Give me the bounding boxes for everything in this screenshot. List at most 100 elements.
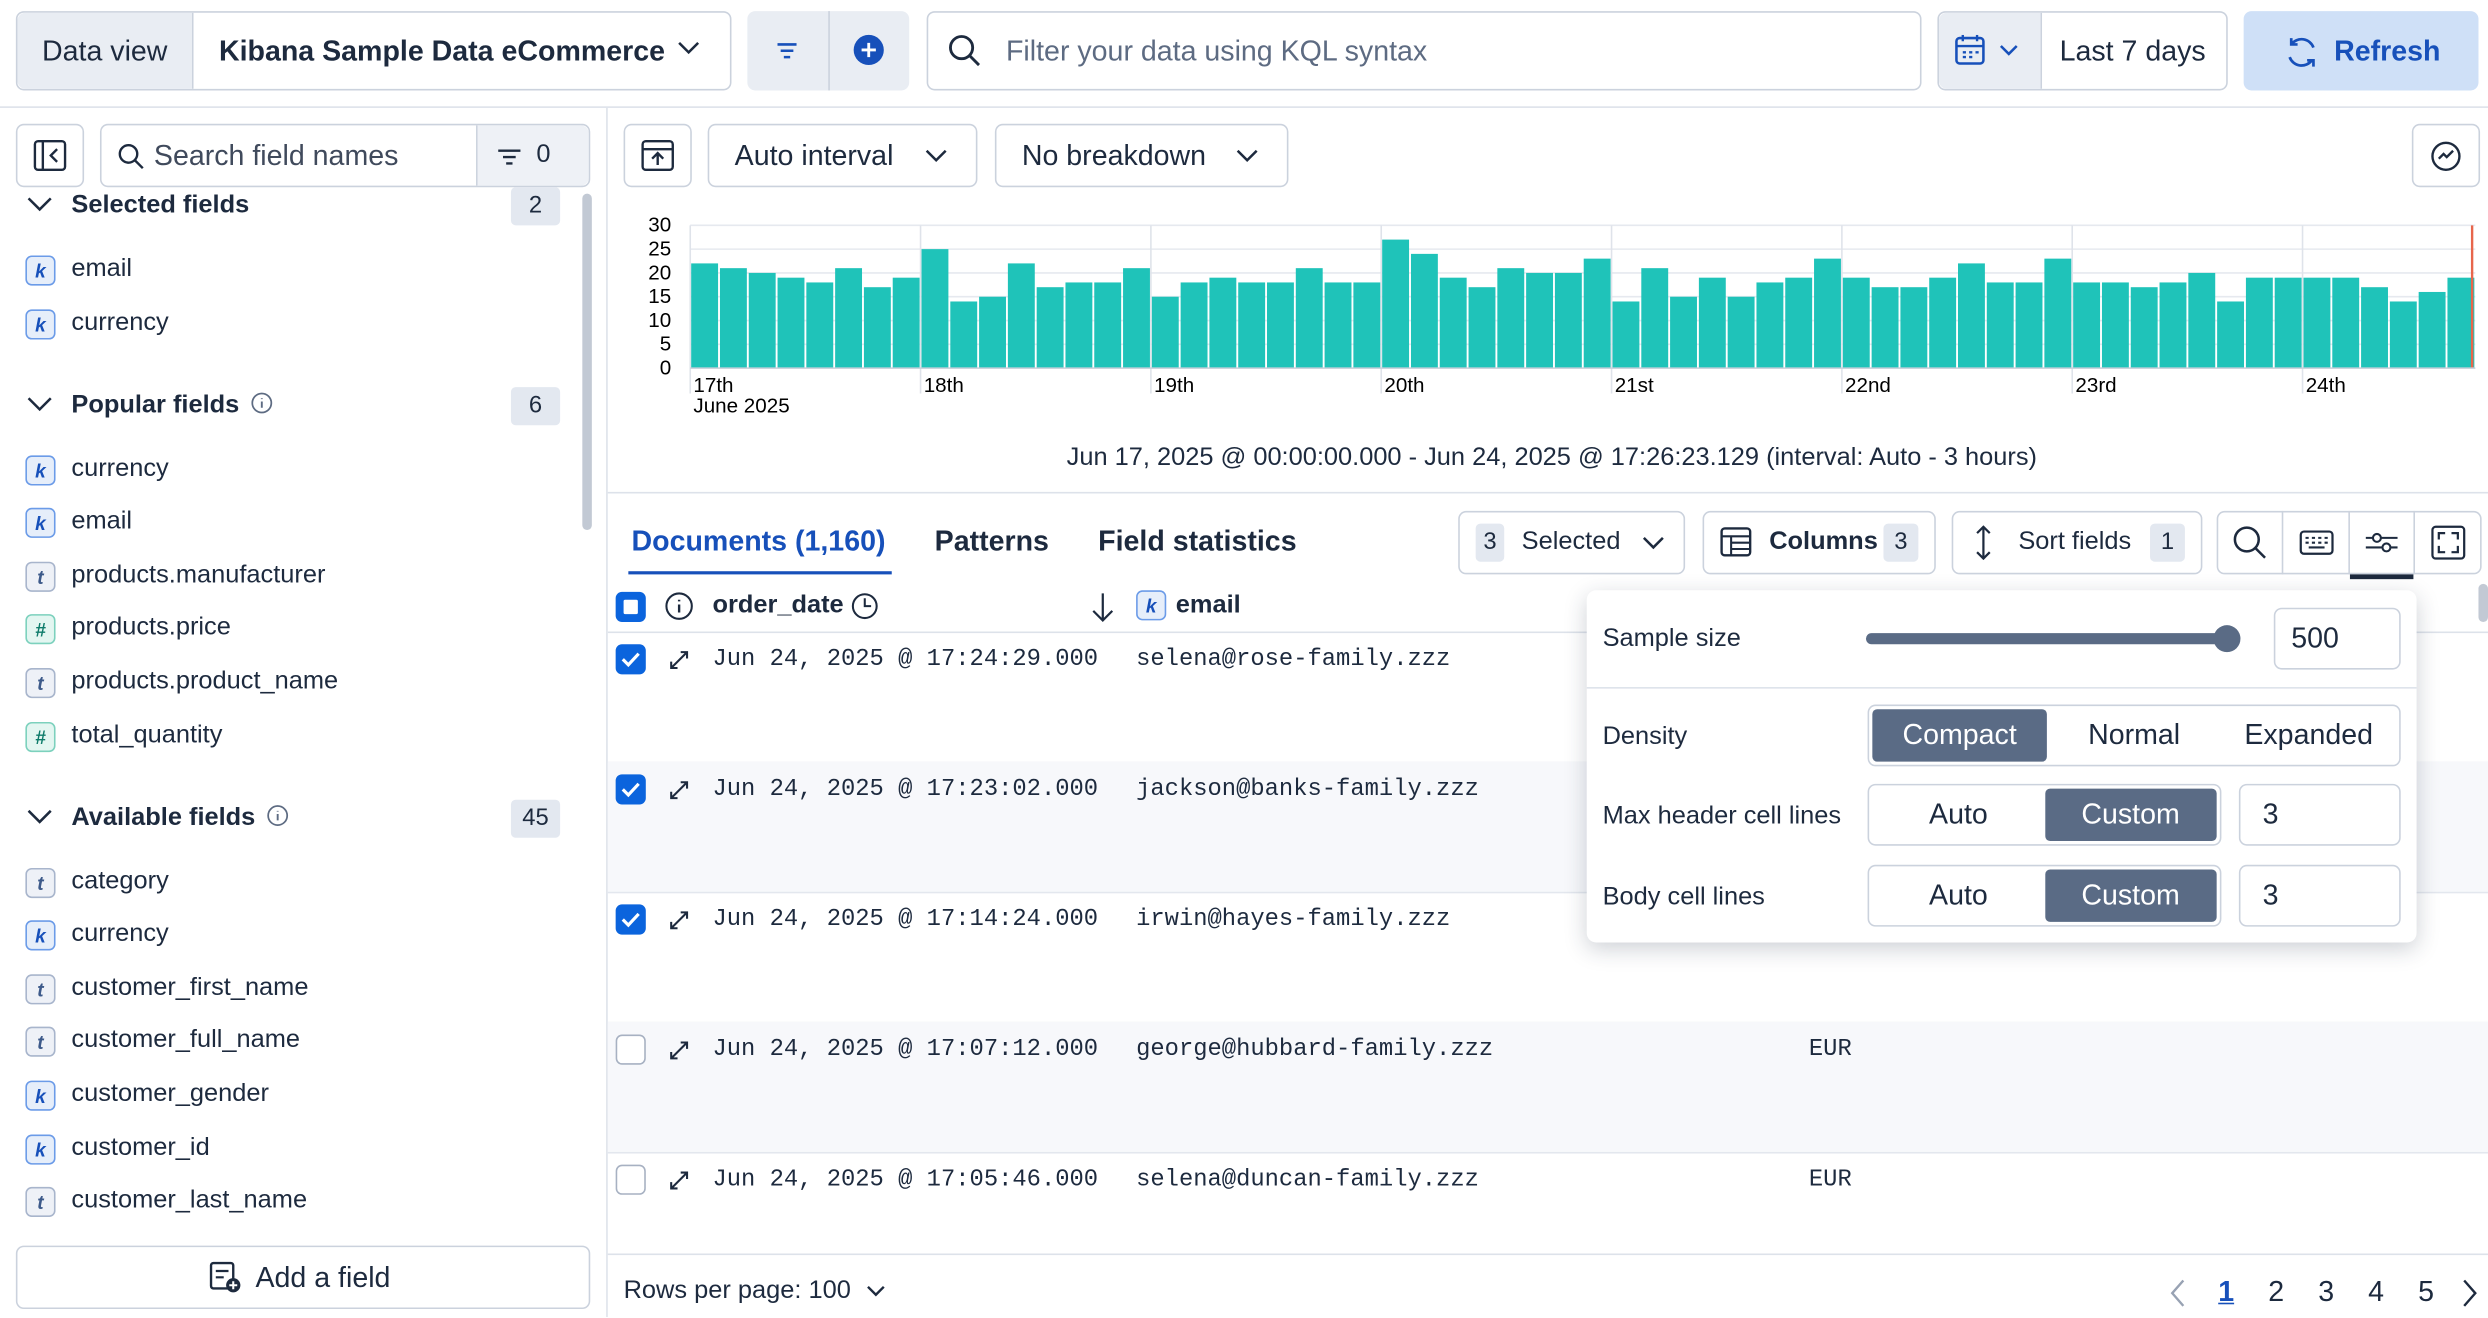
field-name[interactable]: products.product_name	[71, 668, 339, 695]
expand-row[interactable]	[666, 1168, 691, 1193]
group-toggle[interactable]	[27, 807, 52, 826]
cell-order-date: Jun 24, 2025 @ 17:05:46.000	[712, 1166, 1099, 1194]
sort-desc-icon[interactable]	[1090, 592, 1115, 624]
expand-row[interactable]	[666, 1038, 691, 1063]
tab[interactable]: Patterns	[934, 525, 1049, 557]
page-link[interactable]: 4	[2368, 1275, 2385, 1308]
field-name[interactable]: customer_full_name	[71, 1027, 301, 1055]
field-type-badge: t	[25, 1027, 56, 1058]
date-quick-menu[interactable]	[1938, 12, 2043, 89]
option-button[interactable]: Auto	[1929, 879, 1988, 911]
option-button[interactable]: Expanded	[2244, 718, 2374, 751]
data-view-name[interactable]: Kibana Sample Data eCommerce	[218, 34, 666, 67]
divider	[1586, 687, 2417, 689]
row-checkbox[interactable]	[615, 1164, 646, 1195]
bar	[2188, 272, 2216, 369]
sample-size-value: 500	[2291, 621, 2339, 654]
keyboard-icon[interactable]	[2299, 528, 2334, 557]
field-name[interactable]: category	[71, 867, 169, 895]
chevron	[1642, 537, 1664, 550]
add-field-button[interactable]	[15, 1245, 591, 1310]
group-toggle[interactable]	[27, 394, 52, 413]
search-grid-icon[interactable]	[2231, 524, 2269, 562]
field-name[interactable]: customer_first_name	[71, 973, 309, 1001]
field-name[interactable]: email	[71, 508, 133, 536]
sample-size-label: Sample size	[1602, 625, 1741, 653]
sample-size-input[interactable]: 500	[2273, 607, 2401, 670]
expand-row[interactable]	[666, 777, 691, 802]
fullscreen-icon[interactable]	[2431, 525, 2466, 560]
option-button[interactable]: Normal	[2088, 718, 2181, 751]
bar	[1554, 272, 1582, 369]
field-name[interactable]: customer_gender	[71, 1080, 269, 1108]
expand-row[interactable]	[666, 908, 691, 933]
page-link[interactable]: 2	[2268, 1275, 2285, 1308]
bar	[2130, 287, 2158, 369]
cell-email: irwin@hayes-family.zzz	[1136, 906, 1451, 933]
field-filter[interactable]	[476, 125, 589, 186]
page-link[interactable]: 1	[2218, 1275, 2235, 1308]
field-name[interactable]: currency	[71, 454, 169, 482]
filter-icon[interactable]	[773, 38, 802, 63]
bar	[1468, 287, 1496, 369]
display-settings-icon[interactable]	[2364, 527, 2399, 559]
rows-per-page[interactable]: Rows per page: 100	[623, 1277, 851, 1305]
row-checkbox[interactable]	[615, 904, 646, 935]
refresh-label: Refresh	[2334, 34, 2441, 67]
y-tick-label: 10	[648, 309, 671, 332]
row-checkbox[interactable]	[615, 644, 646, 675]
field-type-badge: k	[25, 1080, 56, 1111]
option-button[interactable]: Custom	[2044, 869, 2217, 922]
field-name[interactable]: customer_last_name	[71, 1187, 308, 1215]
option-button[interactable]: Compact	[1872, 709, 2047, 762]
group-count: 2	[510, 187, 561, 226]
info-icon[interactable]	[250, 391, 272, 413]
page-link[interactable]: 5	[2418, 1275, 2435, 1308]
expand-row[interactable]	[666, 647, 691, 672]
sample-size-slider[interactable]	[1865, 633, 2228, 645]
column-header[interactable]: order_date	[712, 591, 844, 619]
field-name[interactable]: products.manufacturer	[71, 561, 326, 589]
group-count: 45	[510, 799, 561, 838]
tab[interactable]: Field statistics	[1098, 525, 1297, 557]
breakdown-select[interactable]: No breakdown	[994, 123, 1289, 188]
field-name[interactable]: customer_id	[71, 1133, 210, 1161]
group-title[interactable]: Popular fields	[71, 391, 240, 419]
refresh-button[interactable]	[2243, 11, 2479, 91]
page-link[interactable]: 3	[2318, 1275, 2335, 1308]
tab[interactable]: Documents (1,160)	[631, 525, 886, 557]
group-title[interactable]: Available fields	[71, 803, 256, 831]
query-bar[interactable]	[926, 11, 1922, 91]
option-button[interactable]: Custom	[2044, 788, 2217, 841]
time-range[interactable]: Last 7 days	[2059, 34, 2206, 67]
row-border	[607, 891, 2488, 894]
checkmark	[621, 912, 640, 928]
interval-label: Auto interval	[734, 139, 894, 172]
y-tick-label: 0	[660, 356, 671, 379]
filter-icon	[498, 149, 521, 165]
field-name[interactable]: currency	[71, 308, 169, 336]
info-icon[interactable]	[266, 804, 288, 826]
group-title[interactable]: Selected fields	[71, 191, 250, 219]
row-checkbox[interactable]	[615, 1034, 646, 1065]
field-name[interactable]: products.price	[71, 614, 231, 642]
column-header[interactable]: email	[1175, 591, 1241, 619]
bar	[1641, 268, 1669, 369]
next-page[interactable]	[2459, 1277, 2481, 1309]
option-button[interactable]: Auto	[1929, 798, 1988, 830]
header-lines-input[interactable]: 3	[2238, 783, 2401, 846]
tabs: Documents (1,160) Patterns Field statistic…	[608, 508, 1433, 578]
field-name[interactable]: total_quantity	[71, 721, 223, 749]
divider	[607, 1253, 2488, 1256]
field-name[interactable]: email	[71, 255, 133, 283]
bar	[921, 249, 949, 369]
prev-page[interactable]	[2167, 1277, 2189, 1309]
field-name[interactable]: currency	[71, 920, 169, 948]
group-toggle[interactable]	[27, 195, 52, 214]
body-lines-input[interactable]: 3	[2238, 864, 2401, 927]
row-checkbox[interactable]	[615, 774, 646, 805]
add-filter-icon[interactable]	[852, 33, 885, 66]
slider-thumb[interactable]	[2213, 625, 2241, 653]
bar	[2101, 282, 2129, 369]
